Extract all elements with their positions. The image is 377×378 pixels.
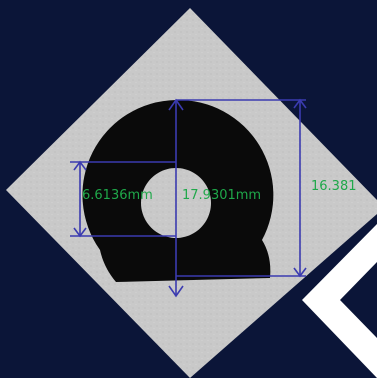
- height-dimension: [176, 98, 307, 278]
- hole-diameter-dimension: [70, 160, 176, 238]
- hole-diameter-label: 6.6136mm: [82, 188, 153, 203]
- navy-corner-overlay: [340, 262, 377, 338]
- outer-diameter-label: 17.9301mm: [182, 188, 261, 203]
- height-label: 16.381: [311, 179, 357, 194]
- white-chevron-overlay: [302, 224, 377, 378]
- sample-plate: [6, 8, 377, 378]
